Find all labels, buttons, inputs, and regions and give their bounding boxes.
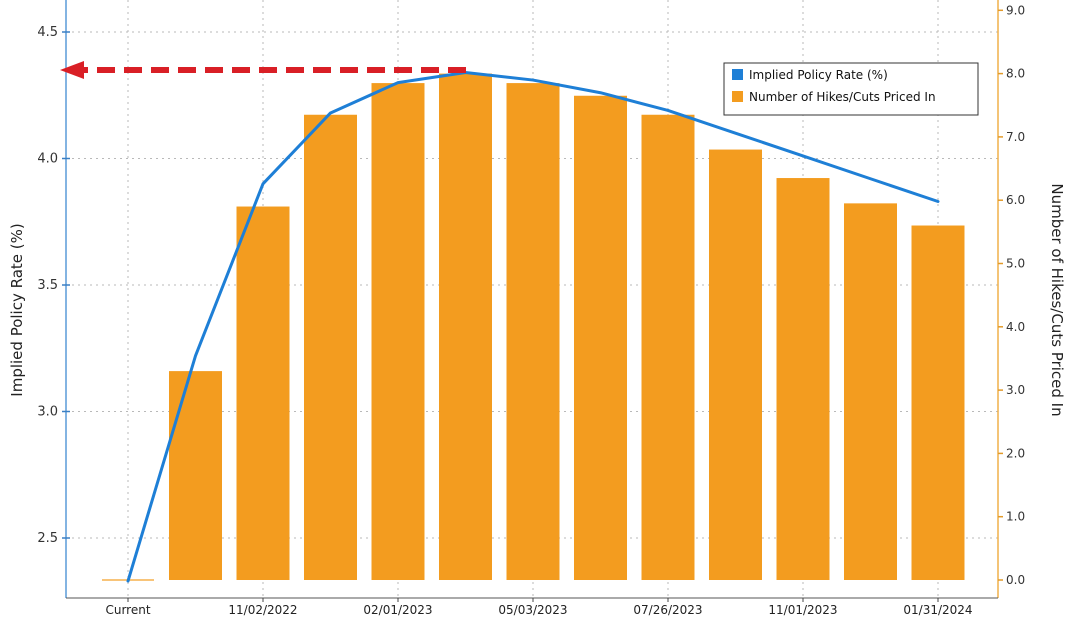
bar [506, 83, 560, 580]
bar [304, 114, 357, 581]
legend-swatch [732, 69, 743, 80]
right-tick-label: 5.0 [1006, 257, 1025, 271]
left-tick-label: 3.0 [37, 405, 58, 420]
x-tick-label: Current [105, 603, 150, 617]
right-tick-label: 3.0 [1006, 383, 1025, 397]
x-tick-label: 02/01/2023 [363, 603, 432, 617]
bar [911, 225, 965, 580]
left-axis-title: Implied Policy Rate (%) [8, 223, 26, 396]
bar [776, 178, 830, 581]
bar [574, 95, 627, 580]
left-tick-label: 2.5 [37, 531, 58, 546]
right-axis-title: Number of Hikes/Cuts Priced In [1048, 183, 1066, 416]
legend: Implied Policy Rate (%) Number of Hikes/C… [723, 62, 979, 116]
right-tick-label: 8.0 [1006, 67, 1025, 81]
policy-rate-line-path [126, 70, 940, 583]
bar [709, 149, 762, 580]
bar [439, 73, 492, 580]
x-tick-label: 01/31/2024 [903, 603, 972, 617]
legend-label: Number of Hikes/Cuts Priced In [749, 90, 936, 104]
right-tick-label: 2.0 [1006, 446, 1025, 460]
bar [371, 83, 425, 580]
left-tick-label: 4.0 [37, 152, 58, 167]
right-tick-label: 1.0 [1006, 510, 1025, 524]
right-tick-label: 6.0 [1006, 193, 1025, 207]
axes: 2.5 3.0 3.5 4.0 4.5 0.0 1.0 2.0 3.0 4.0 5.0 6.0 7.0 8… [37, 0, 1025, 617]
left-tick-label: 4.5 [37, 25, 58, 40]
annotation [60, 60, 466, 79]
annotation-arrowhead [60, 60, 84, 79]
bar [641, 114, 695, 581]
x-tick-label: 11/01/2023 [768, 603, 837, 617]
legend-box [723, 62, 979, 116]
legend-swatch [732, 91, 743, 102]
bar [169, 371, 222, 580]
right-tick-label: 9.0 [1006, 3, 1025, 17]
bar [236, 206, 290, 580]
x-tick-label: 11/02/2022 [228, 603, 297, 617]
left-tick-label: 3.5 [37, 278, 58, 293]
policy-rate-line [126, 70, 940, 583]
bar [844, 203, 897, 581]
x-tick-label: 07/26/2023 [633, 603, 702, 617]
right-tick-label: 0.0 [1006, 573, 1025, 587]
x-tick-label: 05/03/2023 [498, 603, 567, 617]
legend-label: Implied Policy Rate (%) [749, 68, 888, 82]
bars [102, 73, 965, 581]
right-tick-label: 4.0 [1006, 320, 1025, 334]
right-tick-label: 7.0 [1006, 130, 1025, 144]
